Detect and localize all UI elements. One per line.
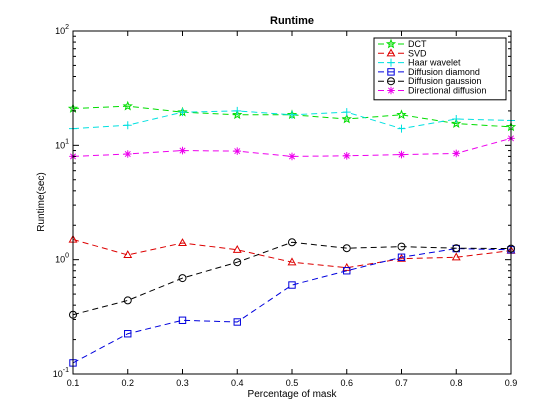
data-point-dct — [451, 118, 462, 128]
data-point-directional-diffusion — [233, 147, 242, 155]
legend-label-dct: DCT — [408, 39, 427, 49]
y-tick-label-exponent: -1 — [63, 367, 69, 374]
y-tick-label-exponent: 0 — [65, 253, 69, 260]
data-point-diffusion-gaussion — [288, 238, 296, 247]
series-line-svd — [72, 239, 512, 269]
y-tick-label-exponent: 2 — [65, 24, 69, 31]
data-point-haar-wavelet — [233, 106, 242, 115]
series-layer — [67, 100, 517, 367]
data-point-diffusion-diamond — [178, 316, 187, 324]
series-line-dct — [72, 105, 512, 128]
x-tick-label: 0.1 — [67, 378, 80, 388]
data-point-directional-diffusion — [123, 150, 132, 158]
x-tick-label: 0.5 — [286, 378, 299, 388]
data-point-dct — [232, 109, 243, 120]
data-point-haar-wavelet — [342, 108, 351, 117]
data-point-haar-wavelet — [288, 110, 296, 119]
data-point-directional-diffusion — [342, 151, 351, 160]
data-point-directional-diffusion — [178, 146, 187, 155]
x-tick-label: 0.8 — [450, 378, 463, 388]
series-line-directional-diffusion — [72, 137, 512, 157]
data-point-diffusion-diamond — [124, 330, 132, 338]
data-point-diffusion-gaussion — [452, 244, 461, 253]
data-point-diffusion-diamond — [288, 281, 296, 289]
x-axis-title: Percentage of mask — [248, 389, 338, 400]
x-tick-label: 0.9 — [505, 378, 518, 388]
data-point-diffusion-gaussion — [233, 258, 242, 267]
legend-marker-diffusion-diamond — [387, 68, 395, 76]
y-tick-label-base: 10 — [55, 26, 65, 36]
data-point-svd — [123, 250, 133, 259]
data-point-diffusion-gaussion — [123, 296, 132, 305]
series-line-diffusion-diamond — [72, 248, 512, 364]
legend-marker-diffusion-gaussion — [387, 77, 395, 86]
data-point-svd — [178, 238, 187, 247]
series-dct — [67, 100, 517, 132]
data-point-dct — [122, 100, 133, 111]
x-tick-label: 0.4 — [231, 378, 244, 388]
data-point-diffusion-diamond — [397, 253, 406, 261]
legend-label-haar-wavelet: Haar wavelet — [408, 58, 461, 68]
legend-label-diffusion-gaussion: Diffusion gaussion — [408, 76, 481, 86]
data-point-diffusion-gaussion — [178, 274, 187, 283]
y-tick-label: 102 — [55, 24, 69, 36]
data-point-dct — [341, 113, 352, 124]
x-tick-label: 0.6 — [340, 378, 353, 388]
data-point-haar-wavelet — [397, 124, 406, 133]
x-tick-label: 0.3 — [176, 378, 189, 388]
data-point-haar-wavelet — [452, 114, 461, 123]
data-point-directional-diffusion — [397, 150, 406, 159]
y-axis-title: Runtime(sec) — [36, 172, 47, 231]
x-tick-label: 0.2 — [121, 378, 134, 388]
series-diffusion-gaussion — [69, 238, 515, 319]
x-tick-label: 0.7 — [395, 378, 408, 388]
data-point-haar-wavelet — [123, 121, 132, 130]
chart-title: Runtime — [270, 15, 314, 27]
legend-marker-directional-diffusion — [387, 86, 395, 95]
legend-label-svd: SVD — [408, 48, 427, 58]
data-point-svd — [287, 257, 297, 266]
legend-box — [373, 37, 507, 101]
data-point-haar-wavelet — [178, 108, 187, 117]
data-point-directional-diffusion — [288, 152, 296, 161]
y-tick-label-base: 10 — [55, 255, 65, 265]
y-tick-label-base: 10 — [53, 369, 63, 379]
data-point-svd — [451, 252, 461, 261]
data-point-dct — [396, 109, 407, 120]
series-line-diffusion-gaussion — [72, 241, 512, 316]
legend-marker-dct — [385, 38, 397, 49]
y-tick-label-exponent: 1 — [65, 138, 69, 145]
y-tick-label-base: 10 — [55, 140, 65, 150]
data-point-directional-diffusion — [452, 149, 461, 158]
legend-label-diffusion-diamond: Diffusion diamond — [408, 67, 480, 77]
y-tick-label: 10-1 — [53, 367, 69, 379]
data-point-diffusion-gaussion — [397, 242, 406, 251]
data-point-diffusion-diamond — [343, 267, 351, 275]
data-point-diffusion-gaussion — [342, 244, 351, 253]
y-tick-label: 101 — [55, 138, 69, 150]
legend-marker-haar-wavelet — [387, 58, 395, 67]
legend-label-directional-diffusion: Directional diffusion — [408, 86, 486, 96]
data-point-diffusion-diamond — [233, 318, 241, 326]
data-point-svd — [232, 244, 242, 253]
y-tick-label: 100 — [55, 253, 69, 265]
legend-marker-svd — [386, 48, 396, 57]
